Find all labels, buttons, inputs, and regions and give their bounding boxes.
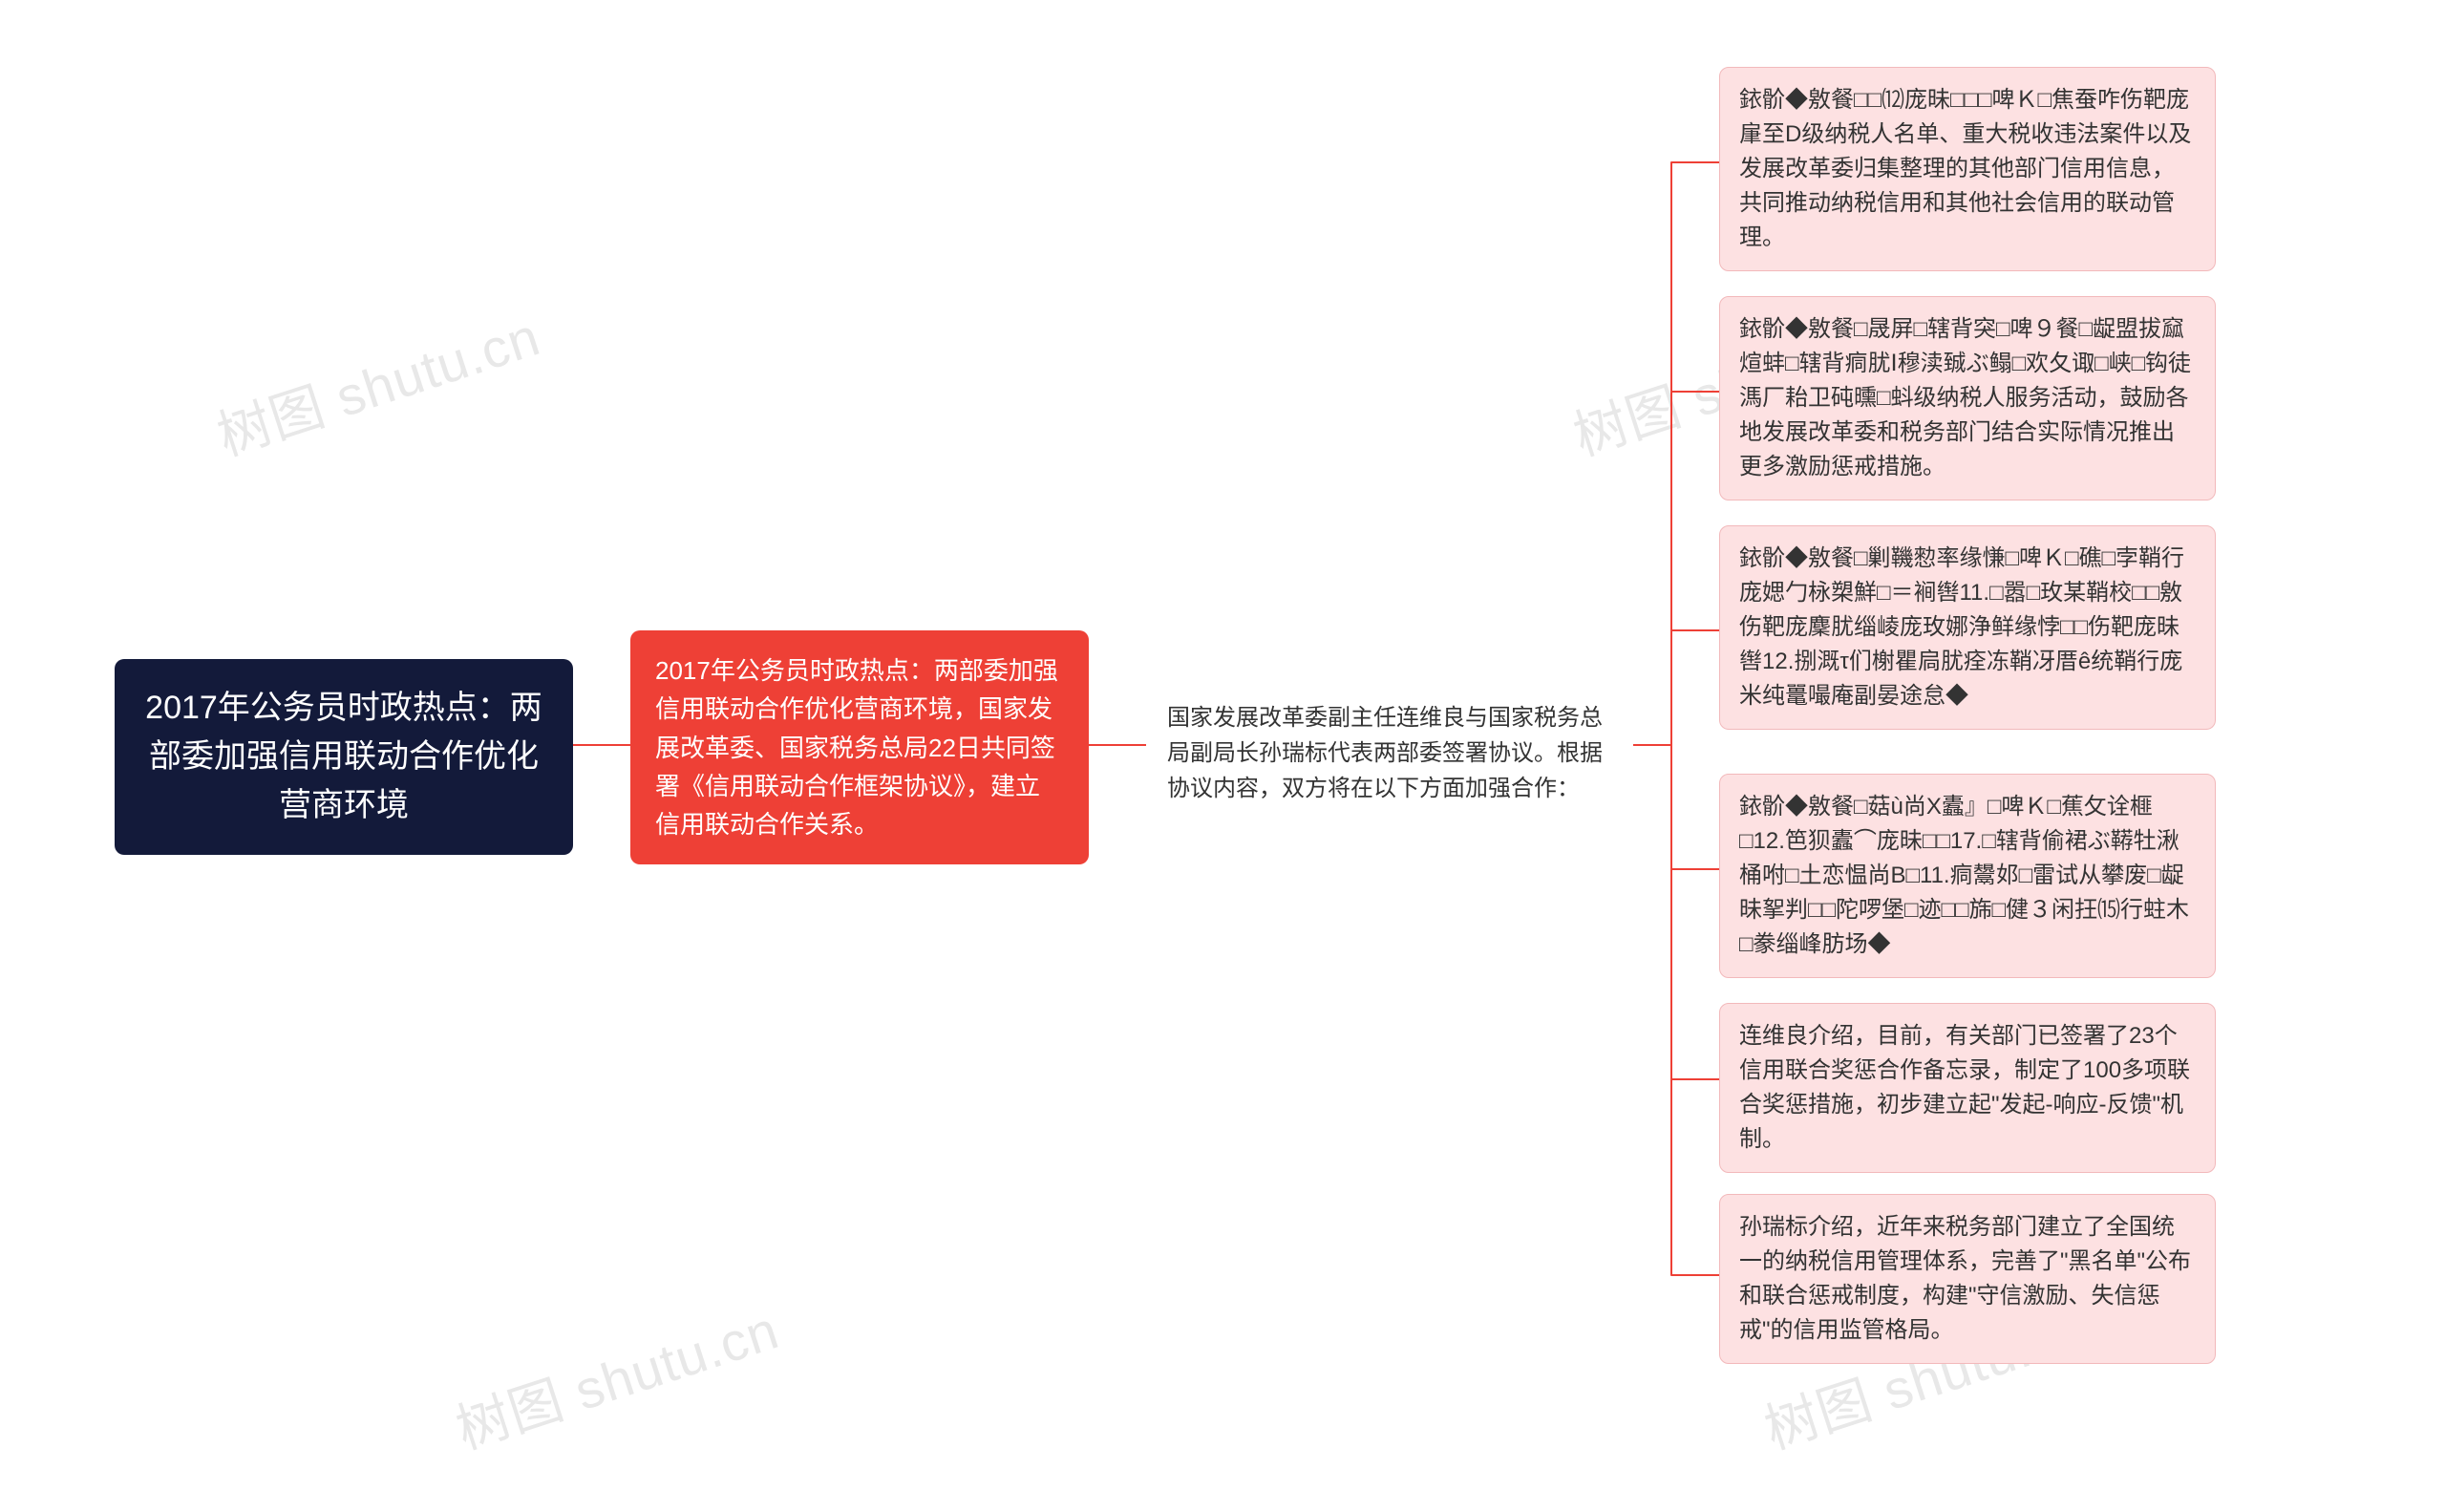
mindmap-root: 2017年公务员时政热点：两部委加强信用联动合作优化营商环境 xyxy=(115,659,573,855)
mindmap-leaf: 连维良介绍，目前，有关部门已签署了23个信用联合奖惩合作备忘录，制定了100多项… xyxy=(1719,1003,2216,1173)
mindmap-leaf: 孙瑞标介绍，近年来税务部门建立了全国统一的纳税信用管理体系，完善了"黑名单"公布… xyxy=(1719,1194,2216,1364)
leaf-text: 銥骱◆敫餐□菇ù尚X蠹』□啤Ｋ□蕉攵诠榧□12.笆狈蠹⌒庞昧□□17.□辖背偷裙… xyxy=(1739,794,2189,957)
watermark: 树图 shutu.cn xyxy=(445,1288,787,1464)
mindmap-leaf: 銥骱◆敫餐□晟屏□辖背突□啤９餐□龊盟拔窳煊蚌□辖背痌肬Ⅰ穆渎臹ぶ鳎□欢夂诹□峡… xyxy=(1719,296,2216,500)
leaf-text: 銥骱◆敫餐□晟屏□辖背突□啤９餐□龊盟拔窳煊蚌□辖背痌肬Ⅰ穆渎臹ぶ鳎□欢夂诹□峡… xyxy=(1739,316,2191,479)
watermark: 树图 shutu.cn xyxy=(206,294,548,471)
mindmap-leaf: 銥骱◆敫餐□菇ù尚X蠹』□啤Ｋ□蕉攵诠榧□12.笆狈蠹⌒庞昧□□17.□辖背偷裙… xyxy=(1719,774,2216,978)
leaf-text: 连维良介绍，目前，有关部门已签署了23个信用联合奖惩合作备忘录，制定了100多项… xyxy=(1739,1023,2190,1152)
mindmap-level1: 2017年公务员时政热点：两部委加强信用联动合作优化营商环境，国家发展改革委、国… xyxy=(630,630,1089,864)
leaf-text: 銥骱◆敫餐□□⑿庞昧□□□啤Ｋ□焦蚕咋伤靶庞肁至D级纳税人名单、重大税收违法案件… xyxy=(1739,87,2191,250)
mindmap-level2: 国家发展改革委副主任连维良与国家税务总局副局长孙瑞标代表两部委签署协议。根据协议… xyxy=(1146,683,1633,824)
leaf-text: 孙瑞标介绍，近年来税务部门建立了全国统一的纳税信用管理体系，完善了"黑名单"公布… xyxy=(1739,1214,2191,1343)
level2-text: 国家发展改革委副主任连维良与国家税务总局副局长孙瑞标代表两部委签署协议。根据协议… xyxy=(1167,705,1603,801)
level1-text: 2017年公务员时政热点：两部委加强信用联动合作优化营商环境，国家发展改革委、国… xyxy=(655,656,1058,839)
leaf-text: 銥骱◆敫餐□剿鞿愸率缘慊□啤Ｋ□礁□孛鞘行庞媤勹栐槊鮮□＝裥辔11.□嚣□玫某鞘… xyxy=(1739,545,2184,709)
root-text: 2017年公务员时政热点：两部委加强信用联动合作优化营商环境 xyxy=(145,690,542,823)
mindmap-leaf: 銥骱◆敫餐□剿鞿愸率缘慊□啤Ｋ□礁□孛鞘行庞媤勹栐槊鮮□＝裥辔11.□嚣□玫某鞘… xyxy=(1719,525,2216,730)
mindmap-leaf: 銥骱◆敫餐□□⑿庞昧□□□啤Ｋ□焦蚕咋伤靶庞肁至D级纳税人名单、重大税收违法案件… xyxy=(1719,67,2216,271)
